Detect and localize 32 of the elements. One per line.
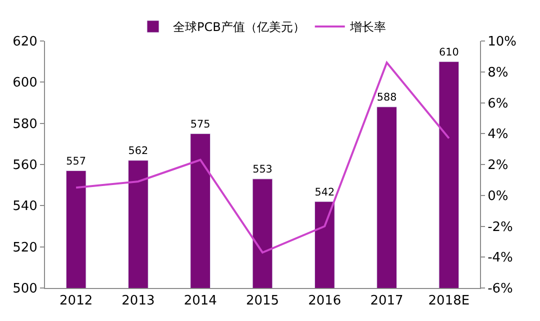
y-tick-label: 580 <box>12 116 38 132</box>
legend-label: 全球PCB产值（亿美元） <box>173 20 305 34</box>
y-tick-label: 600 <box>12 76 38 91</box>
legend-label: 增长率 <box>348 20 386 34</box>
y-tick-label: 500 <box>12 282 38 297</box>
y2-tick-label: 6% <box>488 96 508 112</box>
data-label: 542 <box>314 186 335 198</box>
y2-tick-label: 0% <box>488 188 508 204</box>
y2-tick-label: -4% <box>488 250 513 266</box>
data-label: 588 <box>376 92 397 104</box>
x-tick-label: 2014 <box>184 294 217 309</box>
y-tick-label: 520 <box>12 240 38 256</box>
data-label: 553 <box>252 164 272 176</box>
data-label: 575 <box>190 118 210 130</box>
y2-tick-label: -6% <box>488 282 513 297</box>
x-tick-label: 2012 <box>60 294 93 309</box>
x-tick-label: 2015 <box>246 294 280 309</box>
y-tick-label: 620 <box>12 34 38 50</box>
data-label: 610 <box>439 46 459 58</box>
x-tick-label: 2016 <box>308 294 342 309</box>
y2-tick-label: 8% <box>488 65 508 80</box>
y-tick-label: 540 <box>12 199 38 214</box>
y2-tick-label: -2% <box>488 220 513 235</box>
y2-tick-label: 4% <box>488 127 508 142</box>
x-tick-label: 2017 <box>370 294 404 309</box>
y2-tick-label: 10% <box>488 34 517 50</box>
y-tick-label: 560 <box>12 158 38 174</box>
x-tick-label: 2018E <box>428 294 470 309</box>
data-label: 557 <box>66 155 86 168</box>
y2-tick-label: 2% <box>488 158 508 174</box>
x-tick-label: 2013 <box>122 294 155 309</box>
data-label: 562 <box>128 145 148 158</box>
